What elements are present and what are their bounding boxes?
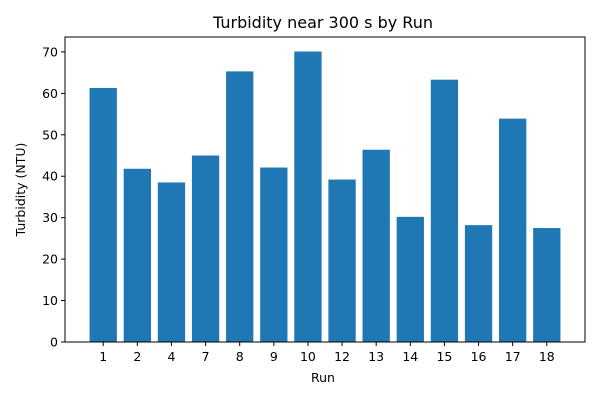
y-axis: 0 10 20 30 40 50 60 70 [42,44,65,350]
x-axis-label: Run [311,370,335,385]
y-tick-label: 0 [50,335,58,350]
bar-run-1 [89,87,117,342]
y-tick-label: 40 [42,169,58,184]
x-tick-label: 13 [368,349,384,364]
bar-run-12 [328,179,356,342]
x-tick-label: 14 [402,349,418,364]
x-tick-label: 9 [270,349,278,364]
chart-title: Turbidity near 300 s by Run [212,13,433,32]
x-tick-label: 2 [133,349,141,364]
y-tick-label: 30 [42,210,58,225]
y-tick-label: 70 [42,44,58,59]
x-tick-label: 8 [236,349,244,364]
bar-run-9 [260,167,288,342]
bar-run-10 [294,51,322,342]
x-axis: 1 2 4 7 8 9 10 12 13 14 15 16 17 18 [99,342,555,364]
x-tick-label: 16 [471,349,487,364]
bar-run-4 [157,182,186,342]
bar-run-15 [430,79,459,343]
x-tick-label: 18 [539,349,555,364]
x-tick-label: 15 [436,349,452,364]
bar-run-18 [533,228,561,342]
x-tick-label: 12 [334,349,350,364]
y-tick-label: 50 [42,127,58,142]
plot-frame [64,36,586,343]
bar-run-16 [464,225,493,342]
y-tick-label: 60 [42,86,58,101]
x-tick-label: 17 [505,349,521,364]
x-tick-label: 10 [300,349,316,364]
bar-run-8 [226,71,254,343]
bar-run-2 [123,168,151,342]
y-tick-label: 10 [42,293,58,308]
bar-run-13 [362,149,390,342]
bar-run-17 [499,118,527,342]
y-axis-label: Turbidity (NTU) [13,143,28,238]
y-tick-label: 20 [42,252,58,267]
bar-run-7 [191,155,220,342]
x-tick-label: 7 [202,349,210,364]
bar-run-14 [396,216,424,342]
x-tick-label: 4 [167,349,175,364]
bars-group [89,51,561,343]
x-tick-label: 1 [99,349,107,364]
